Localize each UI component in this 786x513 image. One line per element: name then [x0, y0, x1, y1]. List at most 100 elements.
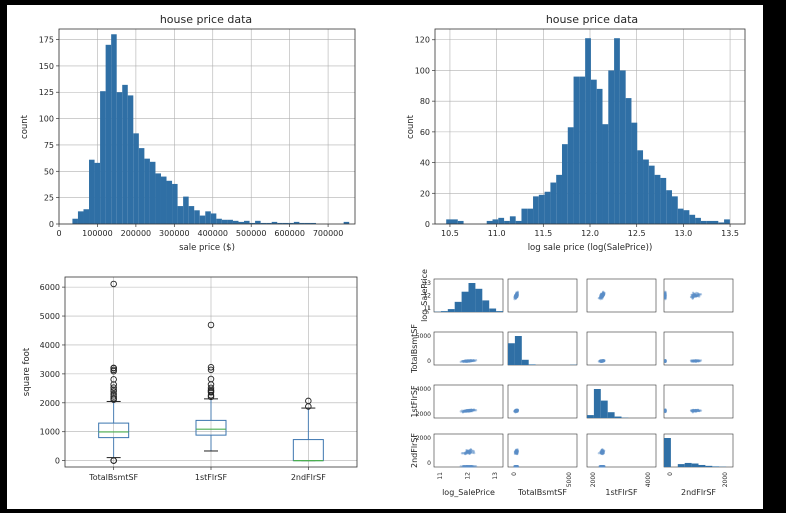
col-tick-label: 11: [437, 472, 444, 480]
scatter-point: [695, 294, 697, 296]
chart-1-title: house price data: [160, 13, 252, 26]
scatter-point: [517, 292, 519, 294]
col-variable-label: TotalBsmtSF: [517, 488, 567, 497]
diag-hist-bar: [448, 309, 455, 312]
x-tick-label: 12.0: [581, 229, 599, 238]
histogram-bar: [150, 162, 156, 224]
scatter-point: [472, 409, 474, 411]
y-tick-label: 150: [39, 62, 54, 71]
x-tick-label: 0: [56, 229, 61, 238]
y-tick-label: 60: [420, 128, 430, 137]
histogram-bar: [155, 173, 161, 224]
histogram-bar: [678, 209, 684, 224]
scatter-point: [691, 359, 693, 361]
row-tick-label: 4000: [416, 386, 431, 393]
y-tick-label: 40: [420, 159, 430, 168]
diag-hist-bar: [508, 343, 515, 365]
histogram-bar: [539, 195, 545, 224]
chart-2-xlabel: log sale price (log(SalePrice)): [528, 243, 653, 253]
histogram-bar: [78, 211, 84, 224]
scatter-point: [469, 359, 471, 361]
row-tick-label: 13: [423, 280, 431, 287]
scatter-matrix-cell: [434, 434, 503, 468]
scatter-point: [475, 409, 477, 411]
diag-hist-bar: [608, 412, 615, 418]
histogram-bar: [89, 160, 95, 224]
x-tick-label: 12.5: [628, 229, 646, 238]
histogram-bar: [631, 123, 637, 224]
histogram-bar: [452, 219, 458, 224]
x-tick-label: 100000: [82, 229, 113, 238]
row-variable-label: TotalBsmtSF: [410, 324, 419, 374]
row-tick-label: 5000: [416, 333, 431, 340]
histogram-bar: [244, 221, 250, 224]
scatter-point: [475, 465, 477, 467]
histogram-bar: [200, 216, 206, 224]
scatter-point: [467, 360, 469, 362]
y-tick-label: 25: [44, 194, 54, 203]
y-tick-label: 0: [55, 457, 60, 466]
histogram-bar: [562, 144, 568, 224]
x-tick-label: 1stFlrSF: [195, 473, 228, 482]
histogram-bar: [660, 178, 666, 224]
scatter-matrix-cell: [508, 434, 577, 468]
row-tick-label: 11: [423, 305, 431, 312]
row-tick-label: 2000: [416, 435, 431, 442]
scatter-point: [696, 359, 698, 361]
scatter-point: [467, 409, 469, 411]
histogram-bar: [568, 127, 574, 224]
histogram-bar: [533, 196, 539, 224]
histogram-bar: [579, 77, 585, 224]
histogram-bar: [724, 219, 730, 224]
scatter-matrix-cell: [508, 279, 577, 312]
scatter-matrix-cell: [664, 434, 733, 467]
histogram-bar: [504, 221, 510, 224]
histogram-bar: [521, 209, 527, 224]
col-tick-label: 13: [492, 472, 499, 480]
scatter-point: [700, 359, 702, 361]
chart-1-xlabel: sale price ($): [179, 243, 235, 253]
diag-hist-bar: [615, 417, 622, 418]
scatter-point: [469, 409, 471, 411]
histogram-bar: [100, 91, 106, 224]
col-variable-label: 1stFlrSF: [605, 488, 638, 497]
y-tick-label: 120: [415, 36, 430, 45]
histogram-bar: [637, 150, 643, 224]
diag-hist-bar: [496, 311, 503, 312]
scatter-point: [517, 450, 519, 452]
scatter-point: [696, 409, 698, 411]
histogram-bar: [649, 166, 655, 224]
diag-hist-bar: [594, 389, 601, 418]
chart-3-ylabel: square foot: [22, 347, 32, 396]
diag-hist-bar: [489, 309, 496, 312]
y-tick-label: 0: [49, 220, 54, 229]
y-tick-label: 75: [44, 141, 54, 150]
diag-hist-bar: [482, 300, 489, 312]
histogram-bar: [620, 70, 626, 224]
y-tick-label: 1000: [40, 428, 60, 437]
scatter-point: [696, 292, 698, 294]
diag-hist-bar: [522, 360, 529, 365]
histogram-bar: [133, 133, 139, 224]
histogram-bar: [527, 209, 533, 224]
row-tick-label: 0: [427, 358, 431, 365]
histogram-bar: [446, 219, 452, 224]
scatter-matrix-cell: [664, 385, 733, 418]
y-tick-label: 125: [39, 88, 54, 97]
diag-hist-bar: [469, 283, 476, 312]
histogram-bar: [510, 216, 516, 224]
diag-hist-bar: [664, 438, 671, 467]
histogram-bar: [672, 196, 678, 224]
y-tick-label: 2000: [40, 399, 60, 408]
scatter-point: [472, 359, 474, 361]
cell-frame: [434, 385, 503, 418]
row-tick-label: 0: [427, 460, 431, 467]
x-tick-label: 600000: [274, 229, 305, 238]
histogram-bar: [684, 210, 690, 224]
y-tick-label: 50: [44, 167, 54, 176]
histogram-bar: [255, 221, 261, 224]
scatter-point: [469, 465, 471, 467]
